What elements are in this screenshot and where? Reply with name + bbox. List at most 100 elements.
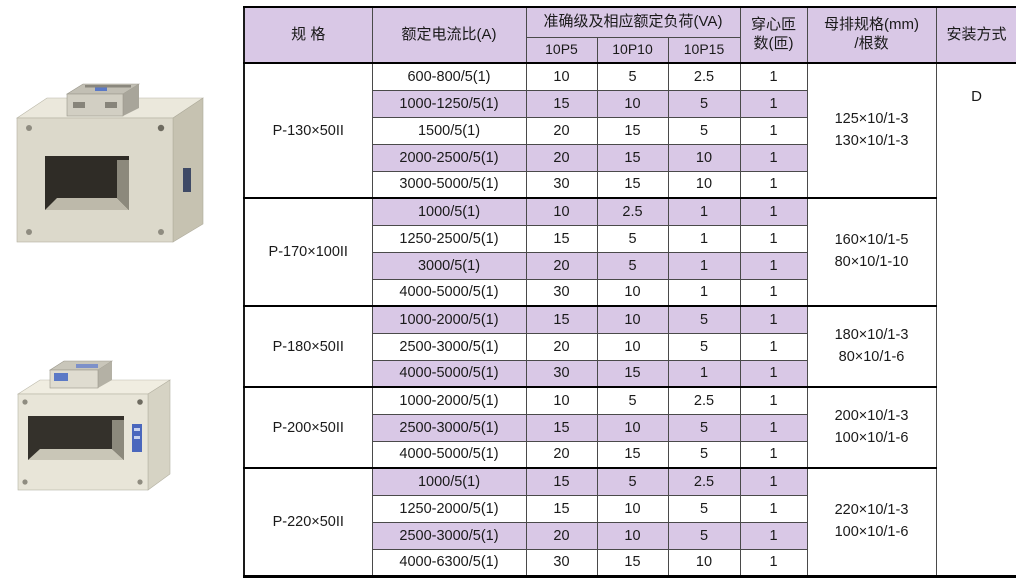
load-10p10-cell: 15 — [596, 440, 669, 469]
load-10p10-cell: 10 — [596, 332, 669, 361]
load-10p15-cell: 1 — [667, 278, 741, 307]
load-10p15-cell: 10 — [667, 548, 741, 577]
load-10p5-cell: 30 — [525, 170, 598, 199]
load-10p5-cell: 30 — [525, 548, 598, 577]
turns-cell: 1 — [739, 278, 808, 307]
ratio-cell: 4000-5000/5(1) — [371, 440, 527, 469]
load-10p10-cell: 10 — [596, 521, 669, 550]
load-10p5-cell: 20 — [525, 116, 598, 145]
table-row: 2500-3000/5(1) 20 10 5 1 — [244, 332, 1016, 361]
load-10p15-cell: 5 — [667, 116, 741, 145]
load-10p5-cell: 15 — [525, 305, 598, 334]
ratio-cell: 2500-3000/5(1) — [371, 332, 527, 361]
header-ratio: 额定电流比(A) — [371, 6, 527, 64]
turns-cell: 1 — [739, 494, 808, 523]
spec-cell: P-180×50II — [243, 305, 373, 388]
turns-cell: 1 — [739, 143, 808, 172]
turns-cell: 1 — [739, 305, 808, 334]
table-row: P-130×50II 600-800/5(1) 10 5 2.5 1 125×1… — [243, 62, 1016, 577]
turns-cell: 1 — [739, 89, 808, 118]
spec-table: 规 格 额定电流比(A) 准确级及相应额定负荷(VA) 穿心匝 数(匝) 母排规格… — [243, 6, 1016, 578]
turns-cell: 1 — [739, 197, 808, 226]
load-10p15-cell: 5 — [667, 89, 741, 118]
load-10p15-cell: 5 — [667, 413, 741, 442]
load-10p15-cell: 5 — [667, 521, 741, 550]
ratio-cell: 1000/5(1) — [371, 467, 527, 496]
busbar-cell: 220×10/1-3 100×10/1-6 — [806, 467, 937, 577]
load-10p15-cell: 2.5 — [667, 386, 741, 415]
ratio-cell: 1000-1250/5(1) — [371, 89, 527, 118]
load-10p10-cell: 5 — [596, 224, 669, 253]
header-busbar: 母排规格(mm)/根数 — [806, 6, 937, 64]
ratio-cell: 1000/5(1) — [371, 197, 527, 226]
load-10p5-cell: 15 — [525, 467, 598, 496]
load-10p15-cell: 5 — [667, 494, 741, 523]
table-row: 1000-1250/5(1) 15 10 5 1 — [244, 89, 1016, 118]
product-photo-bottom — [10, 352, 178, 510]
load-10p5-cell: 15 — [525, 413, 598, 442]
load-10p5-cell: 20 — [525, 440, 598, 469]
table-row: 4000-6300/5(1) 30 15 10 1 — [244, 548, 1016, 577]
load-10p10-cell: 10 — [596, 494, 669, 523]
load-10p10-cell: 5 — [596, 251, 669, 280]
busbar-cell: 125×10/1-3 130×10/1-3 — [806, 62, 937, 199]
load-10p5-cell: 20 — [525, 332, 598, 361]
table-row: 4000-5000/5(1) 30 10 1 1 — [244, 278, 1016, 307]
table-row: 4000-5000/5(1) 20 15 5 1 — [244, 440, 1016, 469]
load-10p10-cell: 15 — [596, 359, 669, 388]
ratio-cell: 2500-3000/5(1) — [371, 521, 527, 550]
table-row: 1250-2500/5(1) 15 5 1 1 — [244, 224, 1016, 253]
header-turns: 穿心匝 数(匝) — [739, 6, 808, 64]
load-10p10-cell: 5 — [596, 62, 669, 91]
header-install: 安装方式 — [935, 6, 1016, 64]
load-10p5-cell: 10 — [525, 386, 598, 415]
turns-cell: 1 — [739, 413, 808, 442]
ratio-cell: 2000-2500/5(1) — [371, 143, 527, 172]
load-10p5-cell: 30 — [525, 359, 598, 388]
ratio-cell: 4000-5000/5(1) — [371, 359, 527, 388]
ratio-cell: 3000/5(1) — [371, 251, 527, 280]
header-10p15: 10P15 — [667, 36, 741, 64]
table-row: P-180×50II 1000-2000/5(1) 15 10 5 1 180×… — [243, 305, 1016, 388]
busbar-cell: 180×10/1-3 80×10/1-6 — [806, 305, 937, 388]
load-10p10-cell: 15 — [596, 143, 669, 172]
spec-cell: P-130×50II — [243, 62, 373, 199]
ratio-cell: 1000-2000/5(1) — [371, 305, 527, 334]
table-row: P-220×50II 1000/5(1) 15 5 2.5 1 220×10/1… — [243, 467, 1016, 577]
load-10p10-cell: 5 — [596, 386, 669, 415]
busbar-cell: 160×10/1-5 80×10/1-10 — [806, 197, 937, 307]
load-10p10-cell: 10 — [596, 413, 669, 442]
ratio-cell: 4000-5000/5(1) — [371, 278, 527, 307]
load-10p10-cell: 10 — [596, 305, 669, 334]
table-row: P-200×50II 1000-2000/5(1) 10 5 2.5 1 200… — [243, 386, 1016, 469]
load-10p15-cell: 5 — [667, 440, 741, 469]
table-row: 1250-2000/5(1) 15 10 5 1 — [244, 494, 1016, 523]
load-10p10-cell: 5 — [596, 467, 669, 496]
spec-cell: P-170×100II — [243, 197, 373, 307]
load-10p5-cell: 15 — [525, 494, 598, 523]
ratio-cell: 3000-5000/5(1) — [371, 170, 527, 199]
turns-cell: 1 — [739, 467, 808, 496]
load-10p15-cell: 5 — [667, 305, 741, 334]
load-10p10-cell: 15 — [596, 170, 669, 199]
turns-cell: 1 — [739, 521, 808, 550]
header-10p10: 10P10 — [596, 36, 669, 64]
load-10p5-cell: 10 — [525, 62, 598, 91]
turns-cell: 1 — [739, 116, 808, 145]
load-10p15-cell: 10 — [667, 170, 741, 199]
table-row: 2500-3000/5(1) 20 10 5 1 — [244, 521, 1016, 550]
load-10p15-cell: 1 — [667, 359, 741, 388]
table-row: 2000-2500/5(1) 20 15 10 1 — [244, 143, 1016, 172]
load-10p10-cell: 15 — [596, 116, 669, 145]
load-10p10-cell: 10 — [596, 89, 669, 118]
table-row: P-170×100II 1000/5(1) 10 2.5 1 1 160×10/… — [243, 197, 1016, 307]
header-load-group: 准确级及相应额定负荷(VA) — [525, 6, 741, 38]
load-10p15-cell: 1 — [667, 197, 741, 226]
current-transformer-image — [16, 360, 172, 491]
turns-cell: 1 — [739, 440, 808, 469]
ratio-cell: 600-800/5(1) — [371, 62, 527, 91]
ratio-cell: 1250-2500/5(1) — [371, 224, 527, 253]
load-10p5-cell: 20 — [525, 143, 598, 172]
ratio-cell: 1500/5(1) — [371, 116, 527, 145]
